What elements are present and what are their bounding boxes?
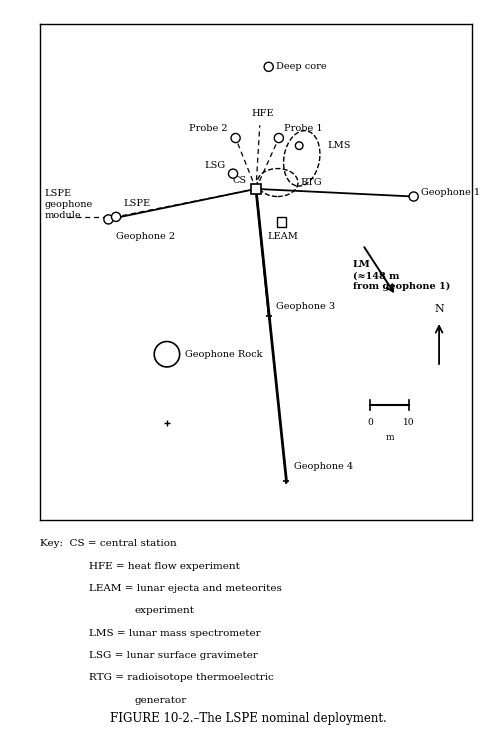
Text: Geophone 2: Geophone 2 bbox=[116, 232, 175, 241]
Text: LEAM: LEAM bbox=[267, 232, 298, 241]
Text: CS: CS bbox=[233, 176, 247, 185]
Text: Deep core: Deep core bbox=[276, 62, 327, 71]
Text: Geophone 3: Geophone 3 bbox=[276, 302, 335, 311]
Circle shape bbox=[295, 142, 303, 150]
Text: m: m bbox=[385, 433, 394, 442]
Text: LSPE: LSPE bbox=[124, 199, 151, 208]
Circle shape bbox=[264, 62, 273, 71]
Text: FIGURE 10-2.–The LSPE nominal deployment.: FIGURE 10-2.–The LSPE nominal deployment… bbox=[110, 713, 387, 725]
Text: Geophone Rock: Geophone Rock bbox=[185, 350, 262, 359]
Text: 10: 10 bbox=[403, 418, 414, 427]
Text: LSPE
geophone
module: LSPE geophone module bbox=[45, 188, 93, 219]
Circle shape bbox=[111, 212, 121, 222]
Text: LSG = lunar surface gravimeter: LSG = lunar surface gravimeter bbox=[89, 651, 258, 660]
Circle shape bbox=[409, 192, 418, 201]
Text: LMS = lunar mass spectrometer: LMS = lunar mass spectrometer bbox=[89, 629, 261, 638]
Text: RTG: RTG bbox=[301, 178, 322, 187]
Circle shape bbox=[229, 169, 238, 179]
Text: generator: generator bbox=[134, 696, 186, 705]
Text: Geophone 4: Geophone 4 bbox=[294, 462, 353, 471]
Text: Probe 2: Probe 2 bbox=[189, 124, 228, 133]
Text: HFE: HFE bbox=[251, 109, 274, 118]
Circle shape bbox=[104, 215, 113, 224]
Circle shape bbox=[274, 133, 283, 143]
Text: RTG = radioisotope thermoelectric: RTG = radioisotope thermoelectric bbox=[89, 673, 274, 682]
Text: Geophone 1: Geophone 1 bbox=[421, 188, 481, 197]
Circle shape bbox=[154, 341, 179, 367]
FancyBboxPatch shape bbox=[277, 217, 286, 226]
Text: 0: 0 bbox=[368, 418, 373, 427]
Text: LMS: LMS bbox=[327, 141, 351, 150]
Text: Probe 1: Probe 1 bbox=[284, 124, 323, 133]
FancyBboxPatch shape bbox=[251, 184, 261, 194]
Text: LEAM = lunar ejecta and meteorites: LEAM = lunar ejecta and meteorites bbox=[89, 584, 282, 593]
Text: Key:  CS = central station: Key: CS = central station bbox=[40, 539, 176, 548]
Text: experiment: experiment bbox=[134, 606, 194, 615]
Text: HFE = heat flow experiment: HFE = heat flow experiment bbox=[89, 562, 241, 571]
Text: LSG: LSG bbox=[204, 161, 226, 170]
Text: LM
(≈148 m
from geophone 1): LM (≈148 m from geophone 1) bbox=[352, 260, 450, 292]
Circle shape bbox=[231, 133, 240, 143]
Text: N: N bbox=[434, 304, 444, 313]
